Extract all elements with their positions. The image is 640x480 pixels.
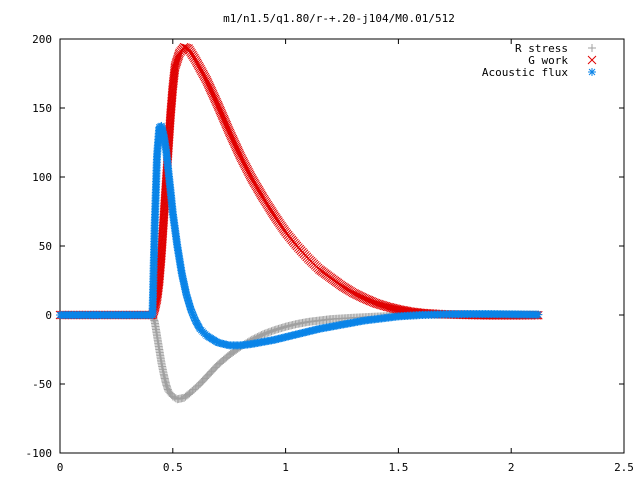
data-point — [172, 57, 181, 67]
legend-label: G work — [528, 54, 568, 67]
data-point — [173, 53, 183, 62]
data-point — [212, 97, 221, 107]
series-2 — [56, 121, 543, 350]
y-tick-label: -50 — [32, 378, 52, 391]
data-point — [219, 114, 229, 124]
data-point — [207, 88, 217, 98]
data-point — [218, 113, 228, 122]
data-point — [353, 290, 362, 300]
data-point — [234, 147, 243, 156]
data-point — [204, 80, 214, 90]
data-point — [220, 117, 230, 127]
series-1 — [55, 42, 543, 320]
data-point — [215, 105, 225, 115]
data-point — [232, 144, 242, 153]
data-point — [361, 294, 371, 304]
data-point — [224, 125, 233, 135]
data-point — [208, 90, 218, 99]
y-tick-label: 50 — [39, 240, 52, 253]
data-point — [205, 82, 214, 91]
data-point — [367, 297, 376, 306]
series-0 — [56, 310, 543, 404]
data-point — [224, 127, 234, 136]
data-point — [230, 139, 240, 149]
x-tick-label: 0.5 — [163, 461, 183, 474]
data-point — [227, 133, 237, 143]
y-tick-label: 0 — [45, 309, 52, 322]
legend-marker — [588, 68, 596, 76]
data-point — [218, 111, 227, 121]
data-point — [203, 79, 213, 88]
legend-label: Acoustic flux — [482, 66, 568, 79]
data-point — [229, 136, 238, 146]
data-point — [228, 134, 238, 144]
data-point — [212, 99, 222, 109]
data-point — [220, 116, 229, 126]
data-point — [210, 94, 220, 104]
data-point — [202, 77, 212, 87]
legend-marker — [587, 55, 597, 65]
data-point — [206, 85, 216, 95]
data-point — [357, 292, 367, 302]
data-point — [234, 148, 244, 158]
data-point — [217, 110, 227, 119]
data-point — [221, 119, 231, 129]
data-point — [216, 107, 225, 116]
y-tick-label: 100 — [32, 171, 52, 184]
data-point — [211, 96, 221, 105]
y-tick-label: 200 — [32, 33, 52, 46]
x-tick-label: 2 — [508, 461, 515, 474]
chart-title: m1/n1.5/q1.80/r-+.20-j104/M0.01/512 — [223, 12, 455, 25]
data-point — [223, 124, 233, 133]
data-point — [364, 295, 374, 305]
data-point — [170, 62, 180, 71]
data-point — [355, 292, 365, 301]
data-point — [209, 91, 219, 101]
data-point — [231, 142, 241, 152]
data-point — [348, 288, 358, 298]
data-point — [214, 102, 223, 112]
data-point — [171, 60, 180, 70]
data-marks — [55, 42, 543, 404]
data-point — [222, 120, 231, 130]
data-point — [172, 56, 182, 65]
data-point — [171, 59, 181, 68]
data-point — [174, 51, 183, 61]
data-point — [202, 76, 211, 85]
y-tick-label: -100 — [26, 447, 53, 460]
data-point — [360, 294, 369, 303]
y-tick-label: 150 — [32, 102, 52, 115]
data-point — [214, 103, 224, 113]
data-point — [216, 108, 226, 118]
x-tick-label: 1.5 — [388, 461, 408, 474]
data-point — [231, 141, 240, 150]
data-point — [363, 295, 372, 305]
data-point — [213, 100, 223, 110]
data-point — [229, 137, 239, 147]
data-point — [354, 291, 364, 301]
data-point — [534, 310, 543, 319]
data-point — [222, 122, 232, 132]
data-point — [350, 289, 360, 298]
plot-frame — [59, 38, 625, 454]
x-tick-label: 2.5 — [614, 461, 634, 474]
x-tick-label: 0 — [57, 461, 64, 474]
axis-ticks: 0 0.5 1 1.5 2 2.5 -100 -50 0 50 100 150 200 — [26, 33, 634, 474]
data-point — [225, 128, 235, 138]
legend-label: R stress — [515, 42, 568, 55]
data-point — [351, 289, 361, 299]
data-point — [173, 54, 182, 64]
data-point — [233, 145, 243, 155]
data-point — [207, 86, 216, 96]
data-point — [365, 296, 375, 306]
legend-marker — [588, 44, 596, 52]
data-point — [205, 83, 215, 93]
x-tick-label: 1 — [282, 461, 289, 474]
data-point — [226, 131, 236, 141]
data-point — [210, 93, 219, 102]
data-point — [226, 130, 235, 139]
data-point — [358, 293, 368, 303]
